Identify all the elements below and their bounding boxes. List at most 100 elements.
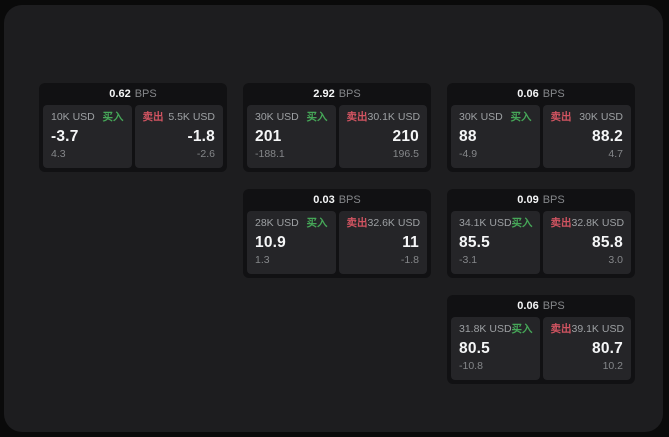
sell-top-row: 卖出 5.5K USD <box>143 111 216 124</box>
card-body: 30K USD 买入 201 -188.1 卖出 30.1K USD 210 1… <box>243 105 431 172</box>
sell-top-row: 卖出 30.1K USD <box>346 111 421 124</box>
buy-price: 201 <box>255 127 282 145</box>
bps-unit-label: BPS <box>542 300 565 312</box>
buy-tag: 买入 <box>511 217 533 229</box>
bps-unit-label: BPS <box>542 194 565 206</box>
sell-amount: 39.1K USD <box>571 323 625 335</box>
quote-card: 0.03 BPS 28K USD 买入 10.9 1.3 卖出 32.6K US… <box>243 189 431 278</box>
buy-pane[interactable]: 34.1K USD 买入 85.5 -3.1 <box>451 211 540 274</box>
sell-delta: 196.5 <box>392 148 419 161</box>
buy-delta: -10.8 <box>459 360 483 373</box>
buy-delta: 1.3 <box>255 254 270 267</box>
buy-amount: 30K USD <box>459 111 503 123</box>
buy-pane[interactable]: 30K USD 买入 201 -188.1 <box>247 105 336 168</box>
card-body: 30K USD 买入 88 -4.9 卖出 30K USD 88.2 4.7 <box>447 105 635 172</box>
buy-pane[interactable]: 31.8K USD 买入 80.5 -10.8 <box>451 317 540 380</box>
bps-header: 2.92 BPS <box>243 83 431 105</box>
card-body: 28K USD 买入 10.9 1.3 卖出 32.6K USD 11 -1.8 <box>243 211 431 278</box>
sell-top-row: 卖出 30K USD <box>551 111 624 124</box>
quote-card: 0.06 BPS 30K USD 买入 88 -4.9 卖出 30K USD 8… <box>447 83 635 172</box>
bps-header: 0.62 BPS <box>39 83 227 105</box>
buy-delta: -4.9 <box>459 148 478 161</box>
bps-value: 2.92 <box>313 88 335 100</box>
sell-price: 11 <box>402 233 419 251</box>
bps-value: 0.03 <box>313 194 335 206</box>
sell-price: -1.8 <box>187 127 215 145</box>
buy-pane[interactable]: 28K USD 买入 10.9 1.3 <box>247 211 336 274</box>
quote-card: 0.06 BPS 31.8K USD 买入 80.5 -10.8 卖出 39.1… <box>447 295 635 384</box>
buy-price: 10.9 <box>255 233 286 251</box>
buy-amount: 30K USD <box>255 111 299 123</box>
sell-pane[interactable]: 卖出 32.6K USD 11 -1.8 <box>338 211 427 274</box>
app-window: 0.62 BPS 10K USD 买入 -3.7 4.3 卖出 5.5K USD… <box>4 5 663 432</box>
buy-delta: 4.3 <box>51 148 66 161</box>
quote-card: 0.09 BPS 34.1K USD 买入 85.5 -3.1 卖出 32.8K… <box>447 189 635 278</box>
buy-top-row: 28K USD 买入 <box>255 217 328 230</box>
bps-value: 0.06 <box>517 300 539 312</box>
buy-amount: 31.8K USD <box>459 323 512 335</box>
sell-amount: 32.6K USD <box>367 217 421 229</box>
quote-card: 2.92 BPS 30K USD 买入 201 -188.1 卖出 30.1K … <box>243 83 431 172</box>
buy-top-row: 30K USD 买入 <box>255 111 328 124</box>
buy-amount: 34.1K USD <box>459 217 512 229</box>
bps-header: 0.06 BPS <box>447 295 635 317</box>
sell-delta: 4.7 <box>608 148 623 161</box>
sell-price: 88.2 <box>592 127 623 145</box>
bps-unit-label: BPS <box>134 88 157 100</box>
buy-top-row: 31.8K USD 买入 <box>459 323 533 336</box>
sell-tag: 卖出 <box>346 217 368 229</box>
buy-pane[interactable]: 10K USD 买入 -3.7 4.3 <box>43 105 132 168</box>
sell-tag: 卖出 <box>550 217 572 229</box>
buy-top-row: 10K USD 买入 <box>51 111 124 124</box>
buy-tag: 买入 <box>510 111 532 123</box>
sell-top-row: 卖出 32.6K USD <box>346 217 421 230</box>
sell-tag: 卖出 <box>346 111 368 123</box>
buy-price: 85.5 <box>459 233 490 251</box>
sell-price: 85.8 <box>592 233 623 251</box>
buy-price: -3.7 <box>51 127 79 145</box>
bps-header: 0.06 BPS <box>447 83 635 105</box>
buy-tag: 买入 <box>306 217 328 229</box>
sell-amount: 30.1K USD <box>367 111 421 123</box>
sell-amount: 30K USD <box>579 111 623 123</box>
buy-pane[interactable]: 30K USD 买入 88 -4.9 <box>451 105 540 168</box>
sell-top-row: 卖出 39.1K USD <box>550 323 625 336</box>
sell-delta: 10.2 <box>602 360 623 373</box>
cards-grid: 0.62 BPS 10K USD 买入 -3.7 4.3 卖出 5.5K USD… <box>39 83 635 384</box>
sell-tag: 卖出 <box>550 111 572 123</box>
buy-delta: -188.1 <box>255 148 285 161</box>
bps-value: 0.06 <box>517 88 539 100</box>
sell-pane[interactable]: 卖出 39.1K USD 80.7 10.2 <box>542 317 631 380</box>
sell-pane[interactable]: 卖出 30.1K USD 210 196.5 <box>338 105 427 168</box>
bps-value: 0.62 <box>109 88 131 100</box>
buy-delta: -3.1 <box>459 254 478 267</box>
sell-delta: -2.6 <box>196 148 215 161</box>
sell-price: 80.7 <box>592 339 623 357</box>
sell-tag: 卖出 <box>550 323 572 335</box>
sell-top-row: 卖出 32.8K USD <box>550 217 625 230</box>
bps-value: 0.09 <box>517 194 539 206</box>
buy-amount: 28K USD <box>255 217 299 229</box>
buy-tag: 买入 <box>102 111 124 123</box>
sell-delta: -1.8 <box>400 254 419 267</box>
buy-price: 80.5 <box>459 339 490 357</box>
buy-top-row: 30K USD 买入 <box>459 111 532 124</box>
bps-header: 0.03 BPS <box>243 189 431 211</box>
bps-unit-label: BPS <box>338 194 361 206</box>
sell-pane[interactable]: 卖出 32.8K USD 85.8 3.0 <box>542 211 631 274</box>
sell-tag: 卖出 <box>142 111 164 123</box>
sell-pane[interactable]: 卖出 30K USD 88.2 4.7 <box>542 105 631 168</box>
buy-amount: 10K USD <box>51 111 95 123</box>
bps-unit-label: BPS <box>338 88 361 100</box>
sell-delta: 3.0 <box>608 254 623 267</box>
bps-unit-label: BPS <box>542 88 565 100</box>
card-body: 31.8K USD 买入 80.5 -10.8 卖出 39.1K USD 80.… <box>447 317 635 384</box>
quote-card: 0.62 BPS 10K USD 买入 -3.7 4.3 卖出 5.5K USD… <box>39 83 227 172</box>
sell-amount: 32.8K USD <box>571 217 625 229</box>
buy-top-row: 34.1K USD 买入 <box>459 217 533 230</box>
bps-header: 0.09 BPS <box>447 189 635 211</box>
buy-price: 88 <box>459 127 477 145</box>
card-body: 34.1K USD 买入 85.5 -3.1 卖出 32.8K USD 85.8… <box>447 211 635 278</box>
sell-amount: 5.5K USD <box>168 111 215 123</box>
sell-pane[interactable]: 卖出 5.5K USD -1.8 -2.6 <box>134 105 223 168</box>
